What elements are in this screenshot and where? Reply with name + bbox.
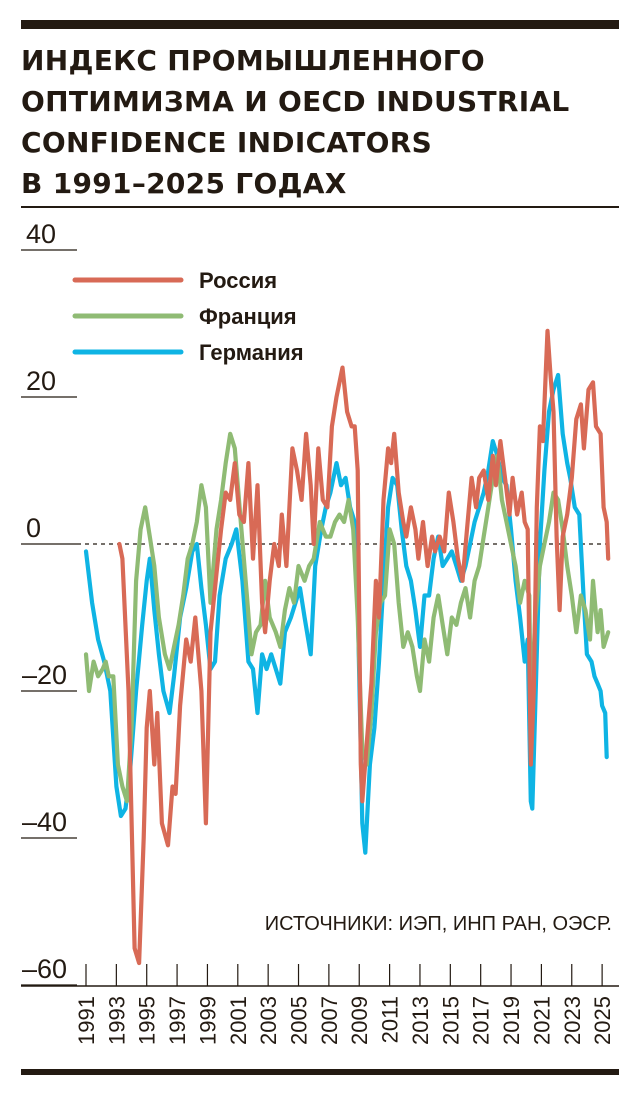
x-tick-label: 2011: [378, 996, 403, 1043]
x-tick-label: 1993: [104, 996, 129, 1045]
legend: Россия Франция Германия: [72, 268, 304, 365]
x-tick-label: 1995: [135, 996, 160, 1045]
y-axis: 40 20 0 –20 –40 –60: [21, 219, 77, 986]
x-tick-label: 1991: [74, 996, 99, 1045]
title-line-3: CONFIDENCE INDICATORS: [21, 126, 433, 159]
top-rule: [21, 20, 619, 29]
x-tick-label: 2021: [529, 996, 554, 1045]
x-tick-label: 2015: [438, 996, 463, 1045]
x-axis: 1991 1993 1995 1997 1999 2001 2003 2005 2007 2009…: [74, 964, 615, 1045]
chart-title: ИНДЕКС ПРОМЫШЛЕННОГО ОПТИМИЗМА И OECD IN…: [21, 40, 621, 204]
title-rule: [21, 206, 619, 208]
x-tick-label: 2025: [590, 996, 615, 1045]
x-tick-label: 2013: [408, 996, 433, 1045]
x-tick-label: 2019: [499, 996, 524, 1045]
x-tick-label: 2017: [469, 996, 494, 1045]
x-tick-label: 2007: [317, 996, 342, 1045]
x-tick-label: 1999: [195, 996, 220, 1045]
y-tick-label: 20: [26, 366, 56, 396]
series-line-Россия: [117, 328, 611, 966]
y-tick-label: 40: [26, 219, 56, 249]
title-line-2: ОПТИМИЗМА И OECD INDUSTRIAL: [21, 85, 570, 118]
x-tick-label: 2023: [560, 996, 585, 1045]
title-line-1: ИНДЕКС ПРОМЫШЛЕННОГО: [21, 44, 486, 77]
x-tick-label: 2009: [347, 996, 372, 1045]
legend-label: Франция: [199, 304, 297, 329]
x-tick-label: 2005: [287, 996, 312, 1045]
x-tick-label: 2003: [256, 996, 281, 1045]
y-tick-label: –40: [22, 807, 67, 837]
source-note: ИСТОЧНИКИ: ИЭП, ИНП РАН, ОЭСР.: [265, 913, 612, 935]
y-tick-label: –20: [22, 660, 67, 690]
series-lines: [83, 328, 611, 966]
title-line-4: В 1991–2025 ГОДАХ: [21, 167, 347, 200]
x-tick-label: 2001: [226, 996, 251, 1045]
x-tick-label: 1997: [165, 996, 190, 1045]
y-tick-label: –60: [22, 954, 67, 984]
y-tick-label: 0: [26, 513, 41, 543]
legend-label: Россия: [199, 268, 277, 293]
bottom-rule: [21, 1069, 619, 1075]
legend-label: Германия: [199, 340, 304, 365]
